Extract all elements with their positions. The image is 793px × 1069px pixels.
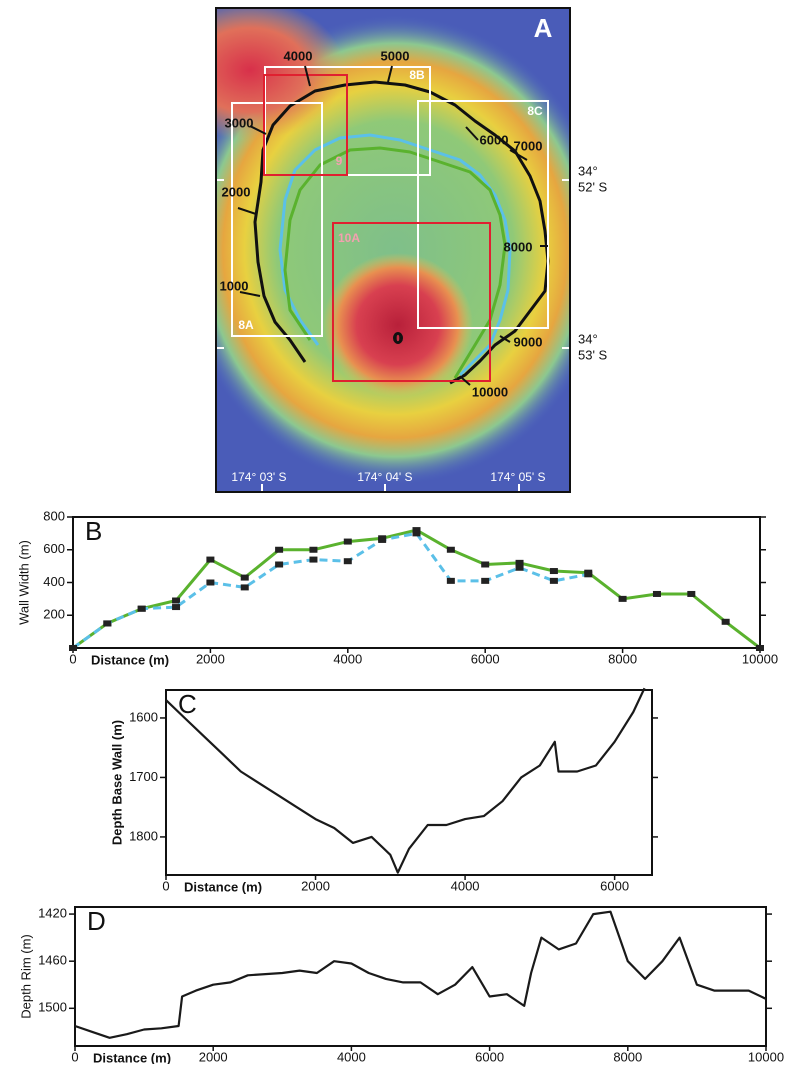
y-axis-title: Depth Base Wall (m)	[109, 720, 124, 845]
y-tick-label: 400	[43, 574, 65, 589]
y-tick-label: 1420	[38, 906, 67, 921]
series-line	[73, 533, 588, 648]
x-axis-title: Distance (m)	[184, 879, 262, 894]
data-point	[413, 530, 421, 536]
distance-label: 3000	[225, 115, 254, 130]
longitude-label: 174° 05' S	[490, 470, 545, 484]
data-point	[241, 575, 249, 581]
x-tick-label: 8000	[613, 1049, 642, 1064]
x-tick-label: 8000	[608, 651, 637, 666]
distance-label: 5000	[381, 48, 410, 63]
box-label: 8A	[238, 318, 254, 332]
y-axis-title: Wall Width (m)	[16, 540, 31, 625]
data-point	[275, 547, 283, 553]
data-point	[584, 571, 592, 577]
panel-label: B	[85, 516, 102, 546]
data-point	[722, 619, 730, 625]
data-point	[344, 558, 352, 564]
distance-label: 9000	[514, 334, 543, 349]
data-point	[241, 584, 249, 590]
data-point	[69, 645, 77, 651]
x-axis-title: Distance (m)	[93, 1050, 171, 1064]
data-point	[516, 565, 524, 571]
distance-label: 1000	[220, 278, 249, 293]
longitude-label: 174° 03' S	[231, 470, 286, 484]
longitude-label: 174° 04' S	[357, 470, 412, 484]
data-point	[687, 591, 695, 597]
series-line	[75, 912, 766, 1038]
data-point	[309, 557, 317, 563]
data-point	[275, 561, 283, 567]
y-tick-label: 1800	[129, 828, 158, 843]
x-axis-title: Distance (m)	[91, 652, 169, 667]
series-line	[166, 688, 645, 872]
latitude-label: 52' S	[578, 179, 608, 194]
data-point	[378, 537, 386, 543]
x-tick-label: 6000	[471, 651, 500, 666]
data-point	[447, 547, 455, 553]
x-tick-label: 6000	[600, 878, 629, 893]
distance-label: 8000	[504, 239, 533, 254]
distance-label: 0	[394, 330, 401, 345]
data-point	[172, 598, 180, 604]
data-point	[206, 580, 214, 586]
y-tick-label: 1600	[129, 709, 158, 724]
panel-label: A	[534, 13, 553, 43]
x-tick-label: 4000	[337, 1049, 366, 1064]
data-point	[481, 578, 489, 584]
latitude-label: 53' S	[578, 347, 608, 362]
latitude-label: 34°	[578, 331, 598, 346]
data-point	[619, 596, 627, 602]
y-axis-title: Depth Rim (m)	[18, 934, 33, 1019]
y-tick-label: 1460	[38, 953, 67, 968]
panel-label: D	[87, 906, 106, 936]
data-point	[138, 606, 146, 612]
y-tick-label: 600	[43, 541, 65, 556]
x-tick-label: 2000	[196, 651, 225, 666]
box-label: 9	[336, 154, 343, 168]
data-point	[550, 578, 558, 584]
plot-frame	[73, 517, 760, 648]
data-point	[653, 591, 661, 597]
x-tick-label: 0	[69, 651, 76, 666]
data-point	[447, 578, 455, 584]
box-label: 8C	[527, 104, 543, 118]
x-tick-label: 10000	[742, 651, 778, 666]
data-point	[550, 568, 558, 574]
series-line	[73, 530, 760, 648]
latitude-label: 34°	[578, 163, 598, 178]
y-tick-label: 800	[43, 508, 65, 523]
figure: A 4000 5000 6000 3000 7000 2000 8000 100…	[0, 0, 793, 1064]
x-tick-label: 2000	[199, 1049, 228, 1064]
data-point	[481, 561, 489, 567]
panel-label: C	[178, 689, 197, 719]
x-tick-label: 10000	[748, 1049, 784, 1064]
x-tick-label: 0	[71, 1049, 78, 1064]
data-point	[206, 557, 214, 563]
x-tick-label: 4000	[333, 651, 362, 666]
data-point	[756, 645, 764, 651]
distance-label: 6000	[480, 132, 509, 147]
distance-label: 2000	[222, 184, 251, 199]
distance-label: 10000	[472, 384, 508, 399]
x-tick-label: 0	[162, 878, 169, 893]
x-tick-label: 4000	[451, 878, 480, 893]
distance-label: 4000	[284, 48, 313, 63]
x-tick-label: 2000	[301, 878, 330, 893]
y-tick-label: 1500	[38, 1000, 67, 1015]
data-point	[344, 539, 352, 545]
map: A 4000 5000 6000 3000 7000 2000 8000 100…	[155, 0, 610, 492]
data-point	[309, 547, 317, 553]
box-label: 10A	[338, 231, 360, 245]
box-label: 8B	[409, 68, 425, 82]
y-tick-label: 200	[43, 607, 65, 622]
data-point	[103, 620, 111, 626]
data-point	[172, 604, 180, 610]
distance-label: 7000	[514, 138, 543, 153]
y-tick-label: 1700	[129, 769, 158, 784]
x-tick-label: 6000	[475, 1049, 504, 1064]
map-cone	[323, 253, 473, 397]
